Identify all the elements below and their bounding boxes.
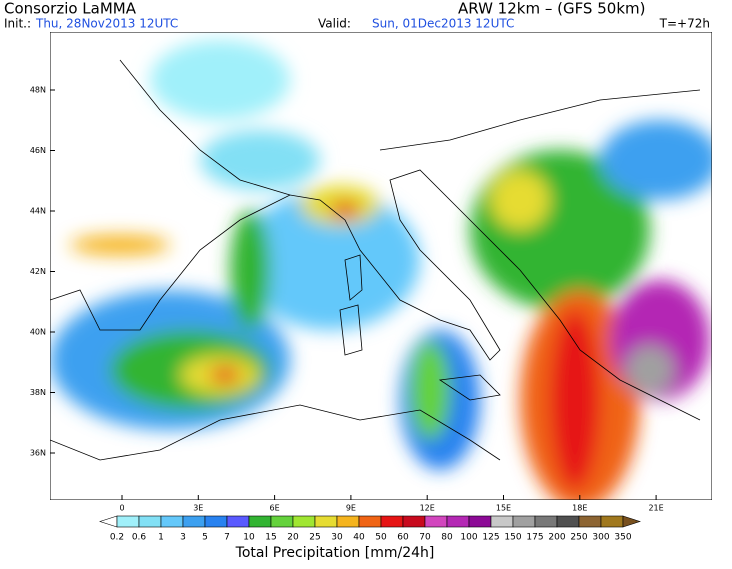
- colorbar-box: [600, 515, 624, 528]
- colorbar-box: [490, 515, 514, 528]
- colorbar-label: 300: [592, 533, 609, 543]
- colorbar-label: 70: [419, 533, 431, 543]
- lat-label: 42N: [30, 267, 46, 276]
- lon-label: 18E: [572, 504, 587, 513]
- colorbar-box: [358, 515, 382, 528]
- colorbar-box: [116, 515, 140, 528]
- lon-label: 9E: [346, 504, 356, 513]
- colorbar-box: [424, 515, 448, 528]
- colorbar-box: [402, 515, 426, 528]
- colorbar-box: [138, 515, 162, 528]
- colorbar-label: 20: [287, 533, 299, 543]
- colorbar-box: [204, 515, 228, 528]
- lon-label: 21E: [648, 504, 663, 513]
- valid-label: Valid:: [318, 17, 351, 31]
- colorbar-label: 60: [397, 533, 409, 543]
- colorbar-under: [99, 515, 118, 528]
- init-label: Init.:: [4, 17, 31, 31]
- model-info: ARW 12km – (GFS 50km): [458, 0, 645, 18]
- colorbar-label: 40: [353, 533, 365, 543]
- colorbar-box: [380, 515, 404, 528]
- colorbar-box: [468, 515, 492, 528]
- colorbar-label: 25: [309, 533, 320, 543]
- colorbar-label: 100: [460, 533, 477, 543]
- colorbar-box: [578, 515, 602, 528]
- colorbar-label: 15: [265, 533, 276, 543]
- colorbar-label: 125: [482, 533, 499, 543]
- lat-label: 46N: [30, 146, 46, 155]
- colorbar-label: 80: [441, 533, 453, 543]
- lon-label: 6E: [270, 504, 280, 513]
- colorbar-box: [512, 515, 536, 528]
- colorbar-box: [534, 515, 558, 528]
- colorbar-title: Total Precipitation [mm/24h]: [235, 545, 435, 561]
- colorbar-box: [314, 515, 338, 528]
- map: [50, 32, 712, 500]
- colorbar-label: 1: [158, 533, 164, 543]
- colorbar-label: 150: [504, 533, 521, 543]
- colorbar-box: [248, 515, 272, 528]
- colorbar-label: 250: [570, 533, 587, 543]
- colorbar: 0.2 0.6 1 3 5 7 10 15 20 25 30 40 50 60 70 80 100 125 150 1…: [99, 515, 641, 543]
- lat-label: 44N: [30, 207, 46, 216]
- colorbar-label: 0.6: [132, 533, 147, 543]
- colorbar-box: [270, 515, 294, 528]
- lat-label: 40N: [30, 328, 46, 337]
- colorbar-label: 30: [331, 533, 343, 543]
- colorbar-label: 3: [180, 533, 186, 543]
- colorbar-label: 7: [224, 533, 230, 543]
- lead-time: T=+72h: [659, 17, 710, 31]
- lon-label: 15E: [496, 504, 511, 513]
- colorbar-box: [556, 515, 580, 528]
- site-title: Consorzio LaMMA: [4, 0, 137, 18]
- colorbar-label: 0.2: [110, 533, 124, 543]
- colorbar-label: 200: [548, 533, 565, 543]
- lat-label: 38N: [30, 388, 46, 397]
- lat-label: 48N: [30, 86, 46, 95]
- init-value: Thu, 28Nov2013 12UTC: [35, 17, 178, 31]
- lon-label: 12E: [420, 504, 435, 513]
- lon-label: 3E: [193, 504, 203, 513]
- colorbar-label: 350: [614, 533, 631, 543]
- colorbar-box: [292, 515, 316, 528]
- valid-value: Sun, 01Dec2013 12UTC: [372, 17, 514, 31]
- lon-label: 0: [119, 504, 124, 513]
- colorbar-box: [446, 515, 470, 528]
- colorbar-label: 175: [526, 533, 543, 543]
- colorbar-box: [336, 515, 360, 528]
- colorbar-label: 50: [375, 533, 387, 543]
- colorbar-label: 5: [202, 533, 208, 543]
- colorbar-label: 10: [243, 533, 255, 543]
- colorbar-box: [182, 515, 206, 528]
- colorbar-box: [226, 515, 250, 528]
- colorbar-box: [160, 515, 184, 528]
- colorbar-over: [622, 515, 641, 528]
- lat-label: 36N: [30, 449, 46, 458]
